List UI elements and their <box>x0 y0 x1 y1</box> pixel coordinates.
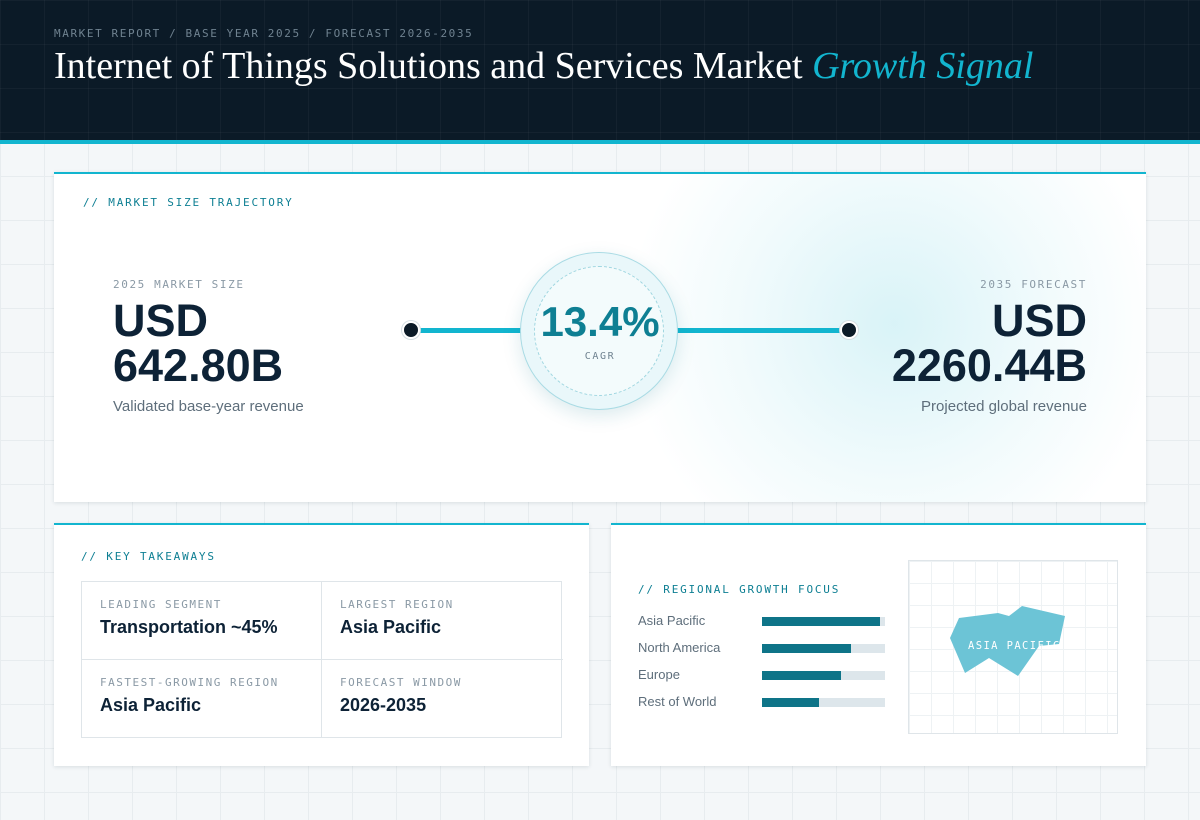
forecast-currency: USD <box>991 295 1087 346</box>
report-eyebrow: MARKET REPORT / BASE YEAR 2025 / FORECAS… <box>54 27 474 40</box>
region-bar-fill <box>762 698 819 707</box>
base-year-value: 642.80B <box>113 340 284 391</box>
region-name: Europe <box>638 667 680 682</box>
page-title: Internet of Things Solutions and Service… <box>54 44 1033 88</box>
takeaways-section-label: // KEY TAKEAWAYS <box>81 550 216 563</box>
title-accent: Growth Signal <box>812 45 1034 87</box>
region-bar-track <box>762 644 885 653</box>
takeaway-value: Asia Pacific <box>100 695 202 715</box>
region-row: Europe <box>638 667 898 682</box>
base-year-label: 2025 MARKET SIZE <box>113 278 245 291</box>
cagr-badge: 13.4% CAGR <box>520 252 678 410</box>
base-year-currency: USD <box>113 295 209 346</box>
cagr-badge-inner-ring <box>534 266 664 396</box>
region-row: Rest of World <box>638 694 898 709</box>
takeaway-value: 2026-2035 <box>340 695 427 715</box>
takeaway-label: FORECAST WINDOW <box>340 676 462 689</box>
background-glow <box>614 174 1146 502</box>
key-takeaways-card: // KEY TAKEAWAYS LEADING SEGMENT Transpo… <box>54 523 589 766</box>
base-year-description: Validated base-year revenue <box>113 398 304 415</box>
region-bar-track <box>762 671 885 680</box>
regional-growth-card: // REGIONAL GROWTH FOCUS Asia Pacific No… <box>611 523 1146 766</box>
region-bar-fill <box>762 644 851 653</box>
cagr-value: 13.4% <box>540 298 660 345</box>
map-region-label: ASIA PACIFIC <box>968 640 1061 652</box>
end-point-dot <box>840 321 858 339</box>
region-bar-fill <box>762 617 881 626</box>
report-header: MARKET REPORT / BASE YEAR 2025 / FORECAS… <box>0 0 1200 144</box>
forecast-label: 2035 FORECAST <box>980 278 1087 291</box>
region-bar-track <box>762 698 885 707</box>
cagr-label: CAGR <box>584 351 616 362</box>
takeaway-value: Transportation ~45% <box>100 617 278 637</box>
market-size-trajectory-card: // MARKET SIZE TRAJECTORY 2025 MARKET SI… <box>54 172 1146 502</box>
asia-pacific-map-shape <box>950 606 1065 676</box>
regional-section-label: // REGIONAL GROWTH FOCUS <box>638 583 841 596</box>
takeaway-cell: FORECAST WINDOW 2026-2035 <box>322 660 563 738</box>
takeaway-cell: LARGEST REGION Asia Pacific <box>322 582 563 660</box>
trajectory-section-label: // MARKET SIZE TRAJECTORY <box>83 196 294 209</box>
takeaway-label: LEADING SEGMENT <box>100 598 222 611</box>
region-name: North America <box>638 640 721 655</box>
region-bar-fill <box>762 671 841 680</box>
region-name: Asia Pacific <box>638 613 706 628</box>
title-main: Internet of Things Solutions and Service… <box>54 45 803 87</box>
takeaway-value: Asia Pacific <box>340 617 442 637</box>
start-point-dot <box>402 321 420 339</box>
forecast-description: Projected global revenue <box>921 398 1087 415</box>
takeaway-label: FASTEST-GROWING REGION <box>100 676 279 689</box>
region-row: Asia Pacific <box>638 613 898 628</box>
takeaways-grid: LEADING SEGMENT Transportation ~45% LARG… <box>81 581 563 738</box>
forecast-value: 2260.44B <box>891 340 1087 391</box>
region-bar-track <box>762 617 885 626</box>
region-map: ASIA PACIFIC <box>908 560 1118 734</box>
region-row: North America <box>638 640 898 655</box>
takeaway-label: LARGEST REGION <box>340 598 454 611</box>
region-name: Rest of World <box>638 694 717 709</box>
takeaway-cell: LEADING SEGMENT Transportation ~45% <box>82 582 322 660</box>
takeaway-cell: FASTEST-GROWING REGION Asia Pacific <box>82 660 322 738</box>
